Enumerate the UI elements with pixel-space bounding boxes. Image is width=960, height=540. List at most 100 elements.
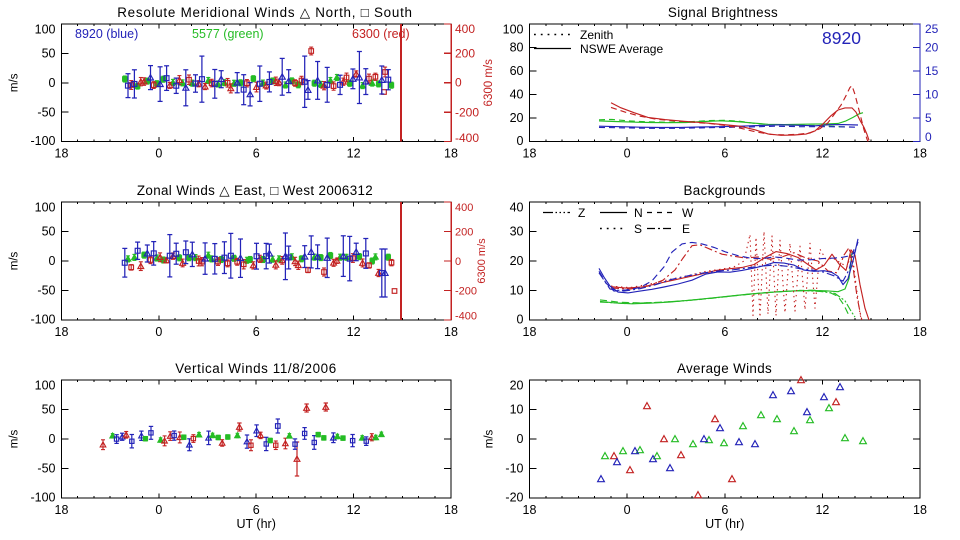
svg-text:5: 5 (925, 111, 932, 125)
svg-text:12: 12 (347, 325, 361, 339)
svg-text:18: 18 (523, 147, 537, 161)
svg-text:UT (hr): UT (hr) (705, 517, 744, 531)
svg-text:0: 0 (517, 134, 524, 148)
svg-text:40: 40 (510, 201, 524, 215)
svg-text:30: 30 (510, 225, 524, 239)
svg-text:0: 0 (517, 432, 524, 446)
svg-text:60: 60 (510, 64, 524, 78)
svg-text:18: 18 (55, 503, 69, 517)
svg-text:Backgrounds: Backgrounds (683, 183, 765, 198)
svg-text:0: 0 (517, 313, 524, 327)
svg-text:20: 20 (510, 254, 524, 268)
svg-text:18: 18 (444, 147, 458, 161)
svg-text:6: 6 (721, 325, 728, 339)
svg-text:6: 6 (253, 147, 260, 161)
svg-text:6300 m/s: 6300 m/s (476, 238, 488, 284)
svg-text:S: S (634, 222, 642, 236)
svg-text:18: 18 (523, 503, 537, 517)
svg-text:N: N (634, 206, 643, 220)
svg-text:40: 40 (510, 88, 524, 102)
svg-text:0: 0 (455, 76, 462, 90)
svg-text:20: 20 (510, 379, 524, 393)
svg-text:15: 15 (925, 64, 939, 78)
svg-text:18: 18 (444, 325, 458, 339)
svg-text:Resolute Meridional Winds △: Resolute Meridional Winds △ North, □ Sou… (117, 5, 413, 20)
svg-text:18: 18 (913, 503, 927, 517)
svg-text:100: 100 (35, 201, 56, 215)
svg-text:E: E (682, 222, 690, 236)
svg-text:Z: Z (578, 206, 585, 220)
svg-text:0: 0 (624, 503, 631, 517)
svg-text:200: 200 (455, 47, 475, 61)
svg-text:100: 100 (503, 23, 524, 37)
svg-text:5577 (green): 5577 (green) (192, 27, 264, 41)
svg-text:0: 0 (624, 325, 631, 339)
svg-text:0: 0 (455, 256, 461, 268)
svg-text:8920 (blue): 8920 (blue) (75, 27, 138, 41)
svg-text:10: 10 (510, 284, 524, 298)
svg-text:12: 12 (815, 147, 829, 161)
svg-text:12: 12 (815, 325, 829, 339)
svg-text:0: 0 (49, 432, 56, 446)
svg-text:18: 18 (55, 325, 69, 339)
svg-text:80: 80 (510, 41, 524, 55)
svg-text:Average Winds: Average Winds (677, 361, 772, 376)
svg-text:25: 25 (925, 22, 939, 36)
svg-text:-400: -400 (455, 131, 479, 145)
svg-text:0: 0 (155, 147, 162, 161)
svg-text:50: 50 (42, 47, 56, 61)
svg-text:-20: -20 (505, 491, 523, 505)
svg-text:Zonal Winds △ East, □ West: Zonal Winds △ East, □ West 2006312 (137, 183, 373, 198)
svg-text:-200: -200 (455, 106, 479, 120)
svg-text:-50: -50 (37, 105, 55, 119)
svg-text:12: 12 (347, 503, 361, 517)
svg-text:400: 400 (455, 202, 473, 214)
svg-text:-400: -400 (455, 310, 477, 322)
svg-text:6300 (red): 6300 (red) (352, 27, 410, 41)
svg-text:-10: -10 (505, 462, 523, 476)
svg-text:6: 6 (253, 325, 260, 339)
svg-text:m/s: m/s (9, 429, 21, 448)
svg-text:0: 0 (624, 147, 631, 161)
svg-text:6: 6 (721, 503, 728, 517)
svg-text:Vertical Winds 11/8/2006: Vertical Winds 11/8/2006 (175, 361, 337, 376)
svg-text:UT (hr): UT (hr) (237, 517, 276, 531)
svg-text:8920: 8920 (822, 28, 861, 48)
svg-text:-50: -50 (37, 284, 55, 298)
svg-text:50: 50 (42, 403, 56, 417)
svg-text:-100: -100 (30, 313, 55, 327)
svg-text:-100: -100 (30, 134, 55, 148)
svg-text:18: 18 (55, 147, 69, 161)
svg-text:6: 6 (721, 147, 728, 161)
svg-text:m/s: m/s (9, 73, 21, 92)
svg-text:0: 0 (155, 325, 162, 339)
svg-text:18: 18 (444, 503, 458, 517)
svg-text:12: 12 (815, 503, 829, 517)
svg-text:18: 18 (913, 325, 927, 339)
svg-text:400: 400 (455, 22, 475, 36)
svg-text:-100: -100 (30, 491, 55, 505)
svg-text:0: 0 (49, 254, 56, 268)
svg-text:6: 6 (253, 503, 260, 517)
svg-text:Signal Brightness: Signal Brightness (668, 5, 778, 20)
svg-text:50: 50 (42, 225, 56, 239)
svg-text:20: 20 (925, 41, 939, 55)
svg-text:200: 200 (455, 226, 473, 238)
svg-text:Zenith: Zenith (580, 28, 613, 42)
svg-text:10: 10 (925, 88, 939, 102)
svg-text:-200: -200 (455, 285, 477, 297)
svg-text:m/s: m/s (484, 429, 496, 448)
svg-text:100: 100 (35, 23, 56, 37)
svg-text:W: W (682, 206, 694, 220)
svg-text:m/s: m/s (9, 251, 21, 270)
svg-text:-50: -50 (37, 462, 55, 476)
svg-text:18: 18 (913, 147, 927, 161)
svg-text:NSWE Average: NSWE Average (580, 42, 663, 56)
svg-text:0: 0 (155, 503, 162, 517)
svg-text:0: 0 (49, 76, 56, 90)
svg-text:100: 100 (35, 379, 56, 393)
svg-text:18: 18 (523, 325, 537, 339)
svg-text:10: 10 (510, 403, 524, 417)
svg-text:20: 20 (510, 111, 524, 125)
svg-text:12: 12 (347, 147, 361, 161)
